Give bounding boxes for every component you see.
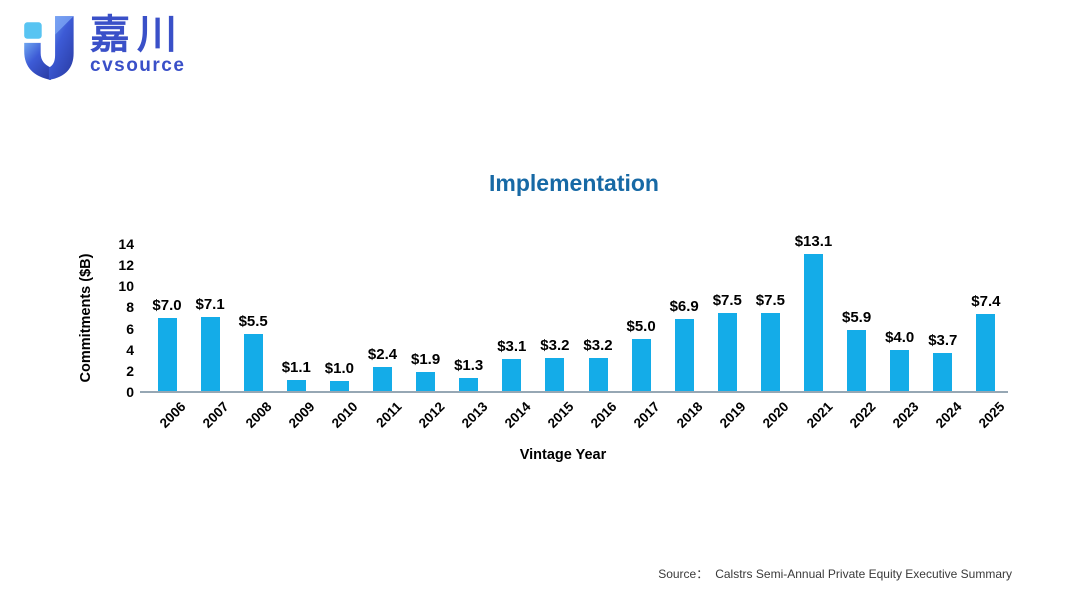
bar-2019 <box>717 312 737 392</box>
x-tick-label: 2015 <box>544 399 577 431</box>
y-tick-label: 0 <box>126 384 134 400</box>
brand-name-chinese: 嘉川 <box>90 13 184 57</box>
bar-value-label: $1.9 <box>410 350 441 368</box>
x-tick-label: 2017 <box>630 399 663 431</box>
bar-2008 <box>243 333 263 392</box>
bar-2016 <box>588 358 608 392</box>
x-tick-label: 2008 <box>242 399 275 431</box>
bar-2023 <box>890 349 910 392</box>
x-tick-label: 2012 <box>415 399 448 431</box>
source-note: Source： Calstrs Semi-Annual Private Equit… <box>658 565 1012 582</box>
brand-name-english: cvsource <box>90 55 186 76</box>
bar-2014 <box>502 359 522 392</box>
x-tick-label: 2011 <box>372 399 405 431</box>
x-axis-line <box>140 391 1008 393</box>
y-tick-label: 12 <box>118 257 134 274</box>
x-tick-label: 2018 <box>673 399 706 431</box>
bar-2013 <box>459 378 479 392</box>
y-tick-label: 4 <box>126 341 134 358</box>
bar-2009 <box>286 380 306 392</box>
bar-value-label: $7.4 <box>971 292 1001 310</box>
x-tick-label: 2024 <box>932 399 965 431</box>
x-tick-label: 2019 <box>717 399 749 431</box>
bar-2011 <box>373 366 392 392</box>
bar-2022 <box>847 329 867 392</box>
cvsource-logo: 嘉川 cvsource <box>20 12 185 82</box>
x-tick-label: 2010 <box>329 399 361 431</box>
bar-2015 <box>545 358 565 392</box>
x-tick-label: 2023 <box>889 399 922 431</box>
y-tick-label: 2 <box>126 362 134 379</box>
bar-value-label: $3.2 <box>583 337 613 355</box>
bar-2006 <box>157 318 177 392</box>
bar-value-label: $3.1 <box>497 338 527 356</box>
logo-text: 嘉川 cvsource <box>90 12 185 77</box>
bar-value-label: $5.9 <box>841 308 872 326</box>
y-tick-label: 14 <box>118 236 134 252</box>
x-tick-label: 2006 <box>156 399 189 431</box>
bar-2020 <box>760 312 780 392</box>
x-axis-label: Vintage Year <box>519 447 607 463</box>
bar-value-label: $7.5 <box>755 291 785 309</box>
bar-value-label: $7.5 <box>712 291 742 309</box>
bar-value-label: $7.0 <box>152 297 182 314</box>
bar-2012 <box>416 371 436 392</box>
x-tick-label: 2025 <box>975 399 1008 431</box>
bar-2017 <box>631 339 651 392</box>
x-tick-label: 2013 <box>458 399 491 431</box>
x-tick-label: 2014 <box>501 399 534 431</box>
x-tick-label: 2020 <box>760 399 792 431</box>
x-tick-label: 2016 <box>587 399 620 431</box>
bar-value-label: $1.1 <box>281 359 311 377</box>
bar-2024 <box>933 352 953 392</box>
bar-value-label: $6.9 <box>669 298 699 316</box>
bar-value-label: $3.7 <box>928 331 958 349</box>
bar-2021 <box>804 253 823 392</box>
bar-2007 <box>200 316 220 392</box>
bar-value-label: $3.2 <box>540 337 570 355</box>
bar-2025 <box>976 313 996 392</box>
chart-title: Implementation <box>489 170 659 196</box>
plot-area: $7.0 $7.1 $5.5 $1.1 $1.0 $2.4 $1.9 $1.3 $3.1 $3.2… <box>140 233 1008 392</box>
x-tick-label: 2007 <box>199 399 232 431</box>
bar-value-label: $7.1 <box>195 295 225 313</box>
x-tick-label: 2021 <box>803 399 836 431</box>
y-tick-label: 8 <box>126 299 134 316</box>
source-label: Source： <box>658 567 709 581</box>
y-tick-label: 10 <box>118 278 134 295</box>
bar-2010 <box>329 381 349 392</box>
bar-value-label: $4.0 <box>885 328 915 346</box>
bar-value-label: $1.3 <box>454 357 484 375</box>
x-tick-label: 2009 <box>286 399 318 431</box>
cvsource-logo-icon <box>24 16 74 80</box>
x-tick-label: 2022 <box>846 399 879 431</box>
bar-value-label: $2.4 <box>367 345 398 363</box>
source-text: Calstrs Semi-Annual Private Equity Execu… <box>715 567 1012 581</box>
bar-2018 <box>674 319 694 392</box>
bar-value-label: $13.1 <box>794 232 833 250</box>
bar-value-label: $5.0 <box>626 318 656 336</box>
bar-value-label: $1.0 <box>324 360 354 378</box>
y-tick-label: 6 <box>126 320 134 337</box>
bar-value-label: $5.5 <box>238 312 268 330</box>
